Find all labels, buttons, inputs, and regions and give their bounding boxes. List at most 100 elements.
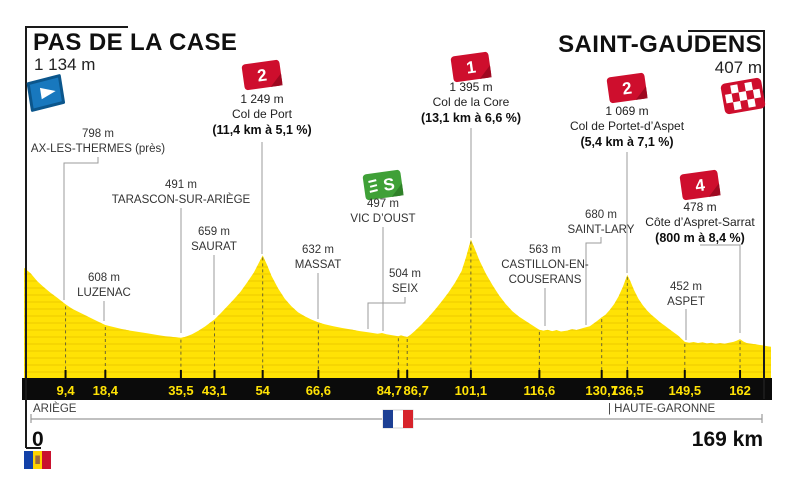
andorra-flag-icon	[24, 451, 51, 469]
sprint-marker: S 497 m VIC D’OUST	[350, 169, 416, 225]
climb-category-badge: 2	[241, 59, 283, 91]
town-label: 563 m	[529, 244, 561, 256]
checker-square	[751, 80, 760, 90]
distance-tick-labels: 9,4 18,4 35,5 43,1 54 66,6 84,7 86,7 101,1 116,6 1…	[57, 370, 751, 398]
town-label: COUSERANS	[509, 274, 582, 286]
town-label: LUZENAC	[77, 287, 131, 299]
finish-title: SAINT-GAUDENS	[558, 31, 762, 58]
sprint-badge-shape	[362, 169, 404, 201]
sprint-name-label: VIC D’OUST	[350, 213, 415, 225]
connector-line	[367, 297, 406, 329]
connector-line	[700, 244, 741, 333]
town-label: 491 m	[165, 179, 197, 191]
town-label: 608 m	[88, 272, 120, 284]
km-tick-label: 149,5	[669, 383, 702, 398]
climb-altitude-label: 1 069 m	[605, 104, 648, 118]
town-label: AX-LES-THERMES (près)	[31, 143, 165, 155]
climb-gradient-label: (5,4 km à 7,1 %)	[580, 135, 673, 149]
km-tick-label: 84,7	[377, 383, 402, 398]
km-end-label: 169 km	[692, 428, 763, 451]
sprint-symbol: S	[382, 174, 396, 194]
climb-gradient-label: (11,4 km à 5,1 %)	[212, 123, 311, 137]
km-tick-label: 116,6	[523, 383, 555, 398]
town-label: TARASCON-SUR-ARIÈGE	[112, 193, 251, 206]
town-label: SEIX	[392, 283, 419, 295]
town-label: CASTILLON-EN-	[501, 259, 589, 271]
km-tick-label: 66,6	[306, 383, 331, 398]
sprint-badge: S	[362, 169, 404, 201]
bar-tick-mark	[626, 370, 629, 378]
checker-square	[731, 92, 741, 103]
climb-name-label: Col de Portet-d’Aspet	[570, 119, 685, 133]
climb-category-badge: 1	[450, 51, 492, 83]
town-label: 659 m	[198, 226, 230, 238]
climb-altitude-label: 478 m	[683, 200, 716, 214]
elevation-profile	[24, 239, 771, 378]
km-tick-label: 136,5	[611, 383, 644, 398]
km-tick-label: 43,1	[202, 383, 227, 398]
town-label: 798 m	[82, 128, 114, 140]
bar-tick-mark	[179, 370, 182, 378]
bar-tick-mark	[739, 370, 742, 378]
town-label: 452 m	[670, 281, 702, 293]
bar-tick-mark	[600, 370, 603, 378]
town-label: ASPET	[667, 296, 705, 308]
climb-category-badge-fold	[635, 86, 648, 100]
climb-gradient-label: (13,1 km à 6,6 %)	[421, 111, 521, 125]
finish-flag-icon	[720, 77, 766, 115]
climb-category-number: 2	[256, 65, 268, 85]
climb-name-label: Côte d’Aspret-Sarrat	[645, 215, 755, 229]
climb-altitude-label: 1 249 m	[240, 92, 283, 106]
km-tick-label: 35,5	[168, 383, 193, 398]
label-connector-lines	[63, 128, 741, 340]
checker-square	[737, 82, 746, 93]
distance-bar	[22, 378, 772, 400]
km-tick-label: 130,7	[585, 383, 618, 398]
checker-square	[740, 99, 749, 110]
climb-name-label: Col de Port	[232, 107, 293, 121]
connector-line	[63, 157, 99, 300]
town-labels: 798 m AX-LES-THERMES (près) 608 m LUZENAC 49…	[31, 128, 705, 308]
sprint-speed-line	[368, 179, 377, 183]
checker-square	[723, 85, 732, 95]
climb-category-number: 1	[465, 57, 477, 77]
bar-tick-mark	[104, 370, 107, 378]
sprint-speed-line	[369, 184, 378, 188]
km-tick-label: 86,7	[404, 383, 429, 398]
start-title: PAS DE LA CASE	[33, 29, 237, 56]
bar-tick-mark	[469, 370, 472, 378]
km-tick-label: 162	[729, 383, 751, 398]
climb-category-number: 4	[694, 175, 707, 195]
km-tick-label: 9,4	[57, 383, 76, 398]
route-baseline	[30, 414, 763, 423]
checker-square	[726, 102, 735, 113]
start-altitude: 1 134 m	[34, 55, 95, 74]
climb-altitude-label: 1 395 m	[449, 80, 492, 94]
town-label: SAINT-LARY	[568, 224, 635, 236]
climb-category-badge-shape	[450, 51, 492, 83]
climb-category-badge-shape	[606, 72, 648, 104]
sprint-altitude-label: 497 m	[367, 198, 399, 210]
connector-line	[585, 237, 602, 325]
bar-tick-mark	[317, 370, 320, 378]
frame-brackets	[25, 26, 765, 449]
climb-category-badge-fold	[708, 183, 721, 197]
climb-gradient-label: (800 m à 8,4 %)	[655, 231, 745, 245]
climb-category-badge-shape	[241, 59, 283, 91]
town-label: SAURAT	[191, 241, 237, 253]
climb-name-label: Col de la Core	[433, 95, 510, 109]
bar-tick-mark	[213, 370, 216, 378]
sprint-speed-line	[369, 189, 378, 193]
region-right-label: | HAUTE-GARONNE	[608, 403, 715, 415]
climb-category-number: 2	[621, 78, 633, 98]
climb-category-badge-fold	[479, 65, 492, 79]
bar-tick-mark	[261, 370, 264, 378]
km-tick-label: 54	[255, 383, 270, 398]
town-label: 504 m	[389, 268, 421, 280]
climb-category-badge: 4	[679, 169, 721, 201]
town-label: MASSAT	[295, 259, 341, 271]
bar-tick-mark	[538, 370, 541, 378]
start-flag-icon	[26, 74, 66, 112]
